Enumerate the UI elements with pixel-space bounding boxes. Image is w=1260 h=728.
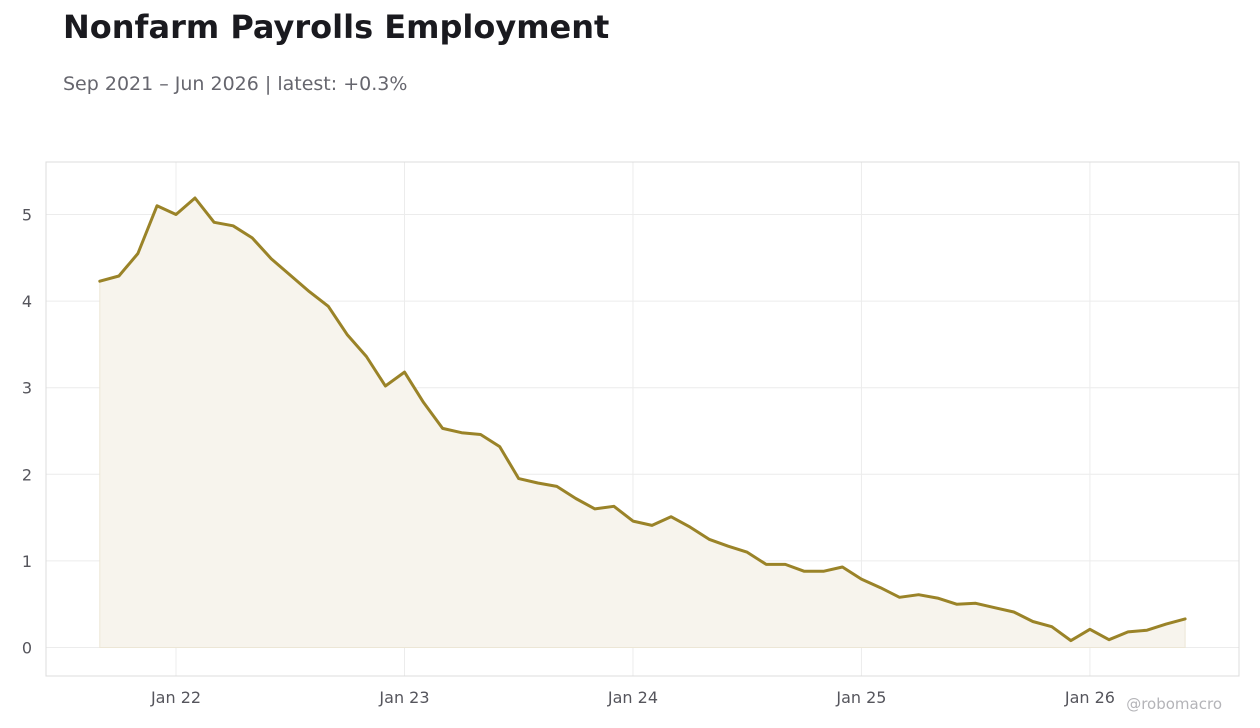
x-tick-label: Jan 23 xyxy=(378,688,429,707)
y-tick-label: 2 xyxy=(22,465,32,484)
series-line xyxy=(98,196,1187,643)
x-tick-label: Jan 24 xyxy=(607,688,658,707)
plot-frame xyxy=(45,161,1240,677)
chart-subtitle: Sep 2021 – Jun 2026 | latest: +0.3% xyxy=(63,73,408,95)
y-tick-label: 1 xyxy=(22,552,32,571)
x-tick-label: Jan 22 xyxy=(150,688,201,707)
y-tick-label: 5 xyxy=(22,206,32,225)
y-tick-label: 0 xyxy=(22,639,32,658)
y-tick-label: 3 xyxy=(22,379,32,398)
chart-title: Nonfarm Payrolls Employment xyxy=(63,8,610,46)
x-tick-label: Jan 25 xyxy=(835,688,886,707)
x-tick-label: Jan 26 xyxy=(1064,688,1115,707)
y-tick-label: 4 xyxy=(22,292,32,311)
area-fill xyxy=(99,197,1186,648)
watermark: @robomacro xyxy=(1126,695,1222,713)
